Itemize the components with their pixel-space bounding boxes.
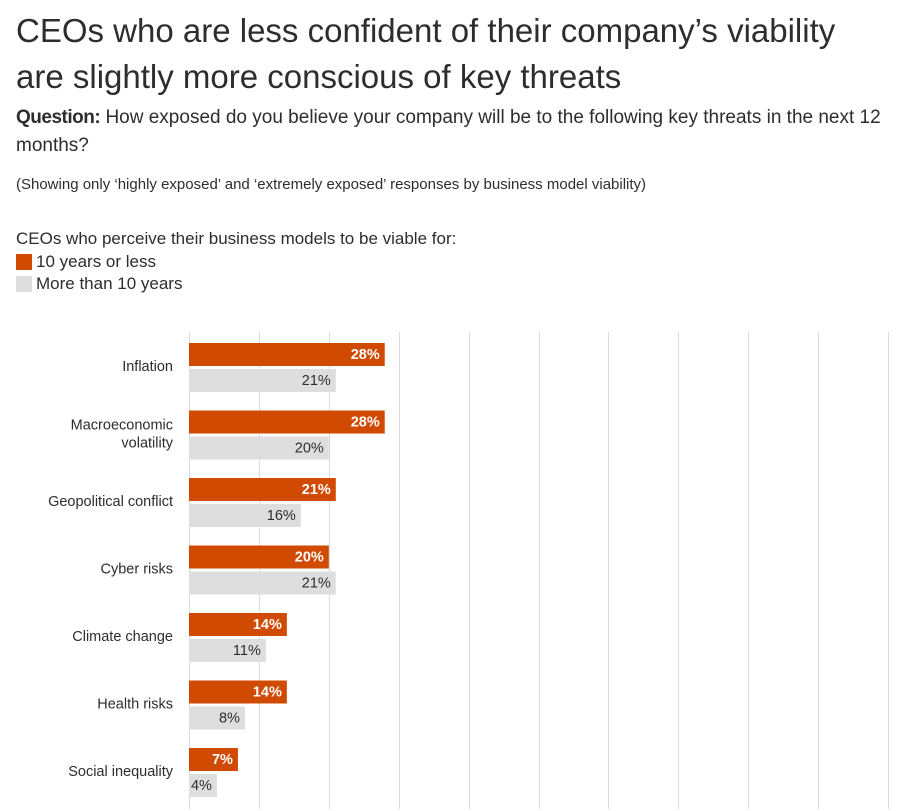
bar-10-years-or-less — [189, 748, 238, 771]
data-label: 7% — [212, 752, 233, 768]
chart-title: CEOs who are less confident of their com… — [16, 8, 896, 100]
bar-more-than-10-years — [189, 706, 245, 730]
legend-swatch-grey — [16, 276, 32, 292]
question-body: How exposed do you believe your company … — [16, 107, 881, 156]
bar-10-years-or-less — [189, 613, 287, 636]
category-label: Climate change — [72, 629, 173, 645]
bar-chart: Inflation 28% 21% Macroeconomic volatility 28… — [48, 332, 889, 809]
title-line-2: are slightly more conscious of key threa… — [16, 58, 622, 95]
bar-10-years-or-less — [189, 410, 385, 434]
legend-label: 10 years or less — [36, 252, 156, 271]
category-label: Macroeconomic volatility — [71, 418, 174, 452]
data-label: 28% — [351, 347, 380, 363]
data-label: 8% — [219, 711, 240, 727]
bar-more-than-10-years — [189, 639, 266, 662]
data-label: 16% — [267, 508, 296, 524]
question-text: Question: How exposed do you believe you… — [16, 104, 896, 160]
data-label: 20% — [295, 550, 324, 566]
category-label: Cyber risks — [100, 562, 173, 578]
category-label: Geopolitical conflict — [48, 494, 173, 510]
chart-note: (Showing only ‘highly exposed’ and ‘extr… — [16, 176, 647, 193]
bar-more-than-10-years — [189, 571, 336, 595]
legend-item-more-than-10-years: More than 10 years — [16, 273, 182, 295]
legend-title: CEOs who perceive their business models … — [16, 229, 457, 248]
legend-swatch-orange — [16, 254, 32, 270]
data-label: 20% — [295, 441, 324, 457]
category-label: Social inequality — [68, 764, 174, 780]
bar-more-than-10-years — [189, 504, 301, 527]
data-label: 4% — [191, 778, 212, 794]
legend-item-10-years-or-less: 10 years or less — [16, 251, 156, 273]
bar-10-years-or-less — [189, 680, 287, 704]
bar-more-than-10-years — [189, 436, 329, 460]
question-label: Question: — [16, 107, 101, 128]
data-label: 21% — [302, 576, 331, 592]
data-label: 14% — [253, 617, 282, 633]
category-label: Health risks — [97, 697, 173, 713]
bar-10-years-or-less — [189, 343, 385, 366]
data-label: 28% — [351, 415, 380, 431]
data-label: 21% — [302, 482, 331, 498]
bar-10-years-or-less — [189, 478, 336, 501]
data-label: 11% — [233, 643, 261, 659]
bar-more-than-10-years — [189, 369, 336, 392]
bar-more-than-10-years — [189, 774, 217, 797]
category-label: Inflation — [122, 359, 173, 375]
data-label: 21% — [302, 373, 331, 389]
title-line-1: CEOs who are less confident of their com… — [16, 12, 836, 49]
data-label: 14% — [253, 685, 282, 701]
legend-label: More than 10 years — [36, 274, 183, 293]
bar-10-years-or-less — [189, 545, 329, 569]
